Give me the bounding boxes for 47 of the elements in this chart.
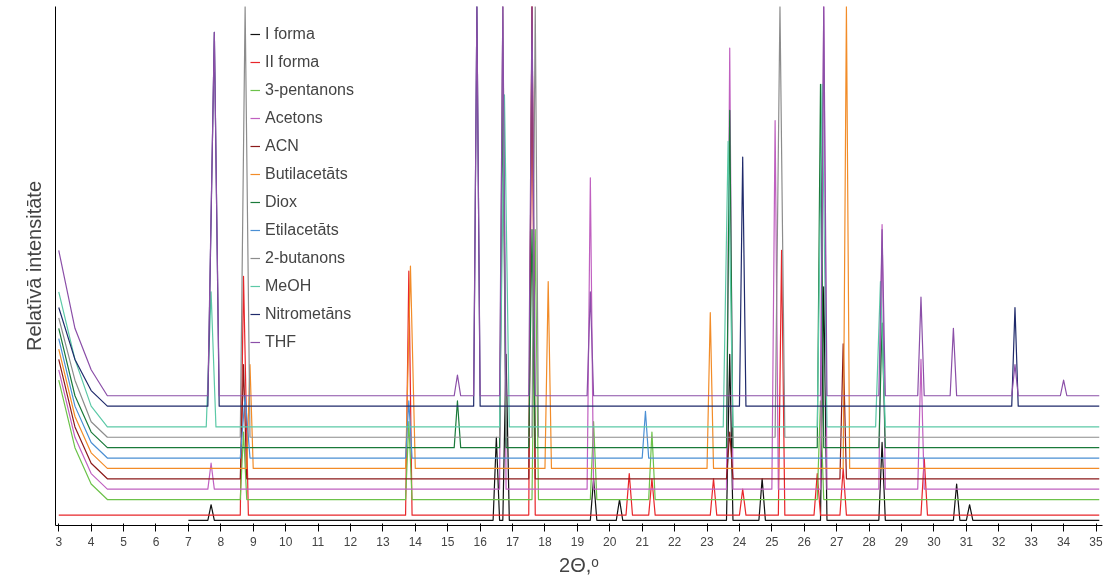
legend-label: I forma: [265, 24, 315, 44]
legend-label: THF: [265, 332, 297, 352]
x-tick-label: 4: [87, 534, 95, 549]
x-tick-label: 12: [343, 534, 358, 549]
x-axis-title: 2Θ,ᵒ: [559, 553, 599, 576]
x-tick-label: 13: [376, 534, 390, 549]
legend-label: II forma: [265, 52, 320, 72]
x-tick-label: 7: [185, 534, 193, 549]
legend-label: Etilacetāts: [265, 220, 339, 240]
legend-label: MeOH: [265, 276, 312, 296]
legend-label: Acetons: [265, 108, 323, 128]
x-tick-label: 10: [278, 534, 293, 549]
legend-label: 3-pentanons: [265, 80, 354, 100]
legend-label: ACN: [265, 136, 299, 156]
x-tick-label: 3: [55, 534, 63, 549]
x-tick-label: 9: [249, 534, 257, 549]
x-tick-label: 35: [1089, 534, 1104, 549]
x-tick-label: 19: [570, 534, 585, 549]
legend-label: Diox: [265, 192, 298, 212]
x-tick-label: 25: [765, 534, 779, 549]
x-tick-label: 24: [732, 534, 747, 549]
y-axis-title: Relatīvā intensitāte: [22, 180, 45, 352]
x-tick-label: 22: [667, 534, 682, 549]
x-tick-label: 34: [1056, 534, 1071, 549]
x-tick-label: 26: [797, 534, 812, 549]
x-tick-label: 23: [700, 534, 715, 549]
x-tick-label: 17: [505, 534, 520, 549]
x-tick-label: 32: [992, 534, 1006, 549]
x-tick-label: 30: [927, 534, 941, 549]
x-tick-label: 11: [311, 534, 325, 549]
x-tick-label: 8: [217, 534, 225, 549]
x-tick-label: 20: [603, 534, 617, 549]
x-tick-label: 31: [959, 534, 974, 549]
x-tick-label: 15: [441, 534, 455, 549]
x-tick-label: 33: [1024, 534, 1039, 549]
x-tick-label: 14: [408, 534, 423, 549]
x-tick-label: 29: [894, 534, 909, 549]
x-tick-label: 16: [473, 534, 488, 549]
x-tick-label: 6: [152, 534, 160, 549]
x-tick-label: 27: [830, 534, 844, 549]
x-tick-label: 21: [635, 534, 650, 549]
legend-label: 2-butanons: [265, 248, 346, 268]
x-tick-label: 5: [120, 534, 128, 549]
x-tick-label: 28: [862, 534, 877, 549]
x-tick-label: 18: [538, 534, 552, 549]
legend-label: Nitrometāns: [265, 304, 352, 324]
legend-label: Butilacetāts: [265, 164, 348, 184]
